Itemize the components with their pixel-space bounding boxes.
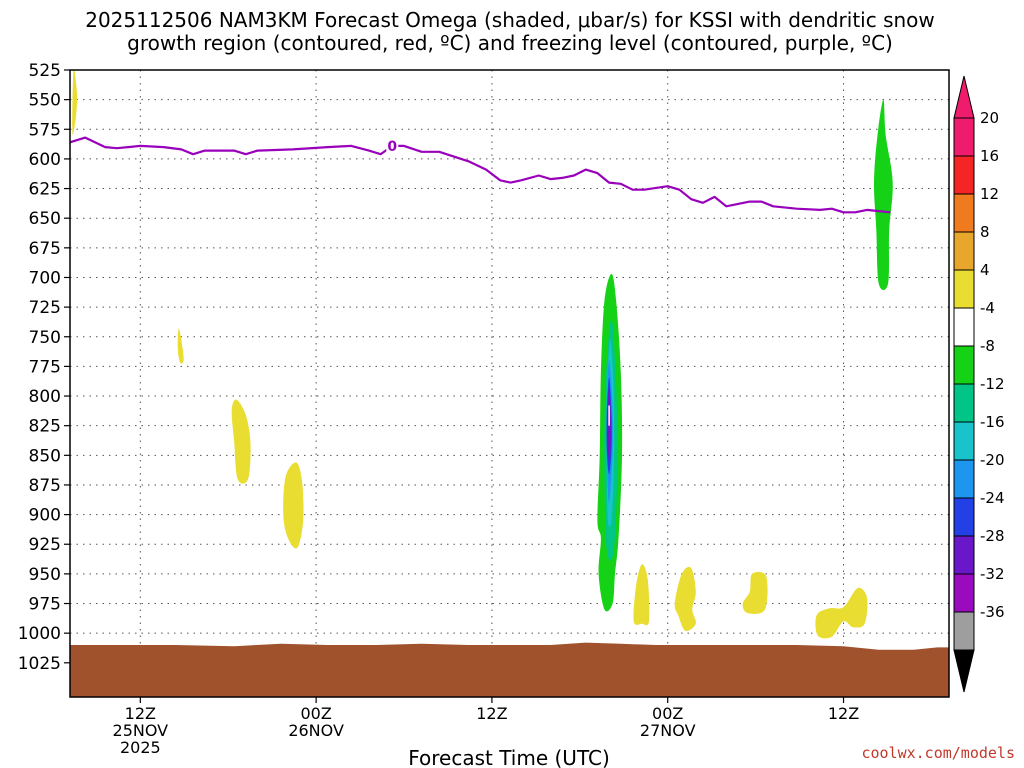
x-axis-label: Forecast Time (UTC) bbox=[408, 746, 610, 768]
colorbar-band bbox=[953, 193, 975, 233]
y-tick-label: 825 bbox=[29, 417, 61, 437]
freezing-level: 0 bbox=[70, 136, 891, 214]
freezing-level-line bbox=[70, 136, 891, 214]
colorbar-band bbox=[953, 535, 975, 575]
colorbar-label: 12 bbox=[980, 185, 999, 203]
colorbar-band bbox=[953, 421, 975, 461]
omega-region bbox=[815, 587, 868, 639]
y-tick-label: 625 bbox=[29, 180, 61, 200]
colorbar-label: -4 bbox=[980, 299, 995, 317]
colorbar-band bbox=[953, 459, 975, 499]
colorbar-bottom-arrow bbox=[953, 649, 975, 693]
y-tick-label: 550 bbox=[29, 91, 61, 111]
y-tick-label: 525 bbox=[29, 61, 61, 81]
y-tick-label: 700 bbox=[29, 268, 61, 288]
y-tick-label: 925 bbox=[29, 535, 61, 555]
omega-region bbox=[72, 70, 78, 135]
y-tick-label: 750 bbox=[29, 328, 61, 348]
colorbar-label: -24 bbox=[980, 489, 1005, 507]
colorbar-band bbox=[953, 307, 975, 347]
colorbar-label: -20 bbox=[980, 451, 1005, 469]
y-axis: 525 550 575 600 625 650 675 700 725 750 775 800 825 8… bbox=[18, 61, 70, 674]
chart-title-line-2: growth region (contoured, red, ºC) and f… bbox=[127, 31, 893, 55]
plot-frame bbox=[69, 69, 950, 698]
colorbar-top-arrow bbox=[953, 75, 975, 119]
colorbar-label: -28 bbox=[980, 527, 1005, 545]
y-tick-label: 725 bbox=[29, 298, 61, 318]
colorbar-label: -12 bbox=[980, 375, 1005, 393]
x-tick-label: 00Z bbox=[652, 704, 683, 723]
colorbar-band bbox=[953, 155, 975, 195]
omega-region bbox=[742, 571, 768, 614]
colorbar-band bbox=[953, 345, 975, 385]
x-tick-label: 12Z bbox=[828, 704, 859, 723]
colorbar-band bbox=[953, 117, 975, 157]
terrain-fill bbox=[70, 642, 949, 697]
x-tick-label: 27NOV bbox=[640, 721, 696, 740]
x-tick-label: 2025 bbox=[120, 738, 161, 757]
y-tick-label: 600 bbox=[29, 150, 61, 170]
colorbar-band bbox=[953, 383, 975, 423]
omega-region bbox=[633, 564, 650, 626]
colorbar-band bbox=[953, 269, 975, 309]
x-tick-label: 12Z bbox=[125, 704, 156, 723]
colorbar-band bbox=[953, 573, 975, 613]
colorbar-label: -36 bbox=[980, 603, 1005, 621]
x-tick-label: 26NOV bbox=[288, 721, 344, 740]
credit-text: coolwx.com/models bbox=[861, 744, 1015, 762]
chart-title-line-1: 2025112506 NAM3KM Forecast Omega (shaded… bbox=[85, 8, 935, 32]
terrain bbox=[70, 642, 949, 697]
y-tick-label: 900 bbox=[29, 506, 61, 526]
y-tick-label: 975 bbox=[29, 595, 61, 615]
colorbar-label: 4 bbox=[980, 261, 990, 279]
y-tick-label: 575 bbox=[29, 120, 61, 140]
omega-region bbox=[873, 99, 893, 291]
colorbar: 20 16 12 8 4 -4 -8 -12 -16 -20 -24 -28 -32 -36 bbox=[953, 75, 1005, 693]
omega-region bbox=[674, 566, 696, 632]
colorbar-label: 16 bbox=[980, 147, 999, 165]
y-tick-label: 675 bbox=[29, 239, 61, 259]
omega-region bbox=[177, 328, 184, 364]
colorbar-band bbox=[953, 231, 975, 271]
freezing-level-label: 0 bbox=[387, 139, 397, 155]
y-tick-label: 775 bbox=[29, 357, 61, 377]
y-tick-label: 875 bbox=[29, 476, 61, 496]
colorbar-label: 8 bbox=[980, 223, 990, 241]
colorbar-label: -16 bbox=[980, 413, 1005, 431]
y-tick-label: 800 bbox=[29, 387, 61, 407]
omega-region bbox=[231, 399, 251, 484]
y-tick-label: 950 bbox=[29, 565, 61, 585]
y-tick-label: 1000 bbox=[18, 624, 61, 644]
colorbar-band bbox=[953, 497, 975, 537]
colorbar-label: -8 bbox=[980, 337, 995, 355]
x-tick-label: 12Z bbox=[476, 704, 507, 723]
x-tick-label: 00Z bbox=[300, 704, 331, 723]
colorbar-band bbox=[953, 611, 975, 651]
freezing-level-label-bg bbox=[386, 136, 399, 153]
omega-shading bbox=[72, 70, 893, 639]
y-tick-label: 850 bbox=[29, 446, 61, 466]
x-tick-label: 25NOV bbox=[113, 721, 169, 740]
y-tick-label: 650 bbox=[29, 209, 61, 229]
colorbar-label: 20 bbox=[980, 109, 999, 127]
y-tick-label: 1025 bbox=[18, 654, 61, 674]
colorbar-label: -32 bbox=[980, 565, 1005, 583]
omega-region bbox=[283, 462, 304, 549]
